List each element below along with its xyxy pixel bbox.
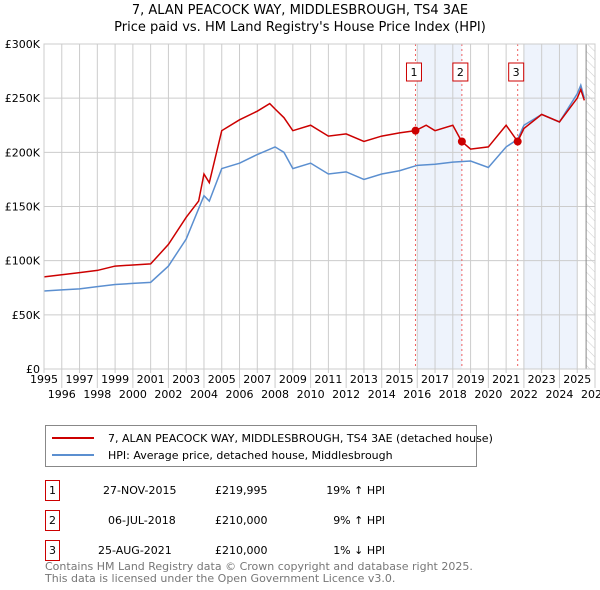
series-line	[43, 82, 586, 292]
x-tick-label: 2016	[403, 388, 431, 401]
x-tick-label: 2011	[314, 373, 342, 386]
x-tick-label: 2008	[261, 388, 289, 401]
sale-hpi-diff: 19% ↑ HPI	[326, 484, 385, 497]
sale-point	[513, 137, 522, 146]
x-tick-label: 2002	[154, 388, 182, 401]
sale-number-box: 2	[45, 510, 60, 531]
x-tick-label: 2009	[279, 373, 307, 386]
sale-price: £210,000	[215, 544, 268, 557]
legend-item-hpi: HPI: Average price, detached house, Midd…	[46, 447, 393, 463]
x-tick-label: 2025	[563, 373, 591, 386]
chart-title: 7, ALAN PEACOCK WAY, MIDDLESBROUGH, TS4 …	[131, 3, 469, 18]
sale-label-box	[452, 62, 469, 82]
x-tick-label: 2020	[474, 388, 502, 401]
x-tick-label: 1998	[83, 388, 111, 401]
sale-date: 06-JUL-2018	[108, 514, 176, 527]
x-tick-label: 2014	[368, 388, 396, 401]
plot-frame	[43, 43, 596, 370]
sale-date: 25-AUG-2021	[98, 544, 172, 557]
y-tick-label: £300K	[5, 38, 41, 51]
footer: Contains HM Land Registry data © Crown c…	[45, 561, 473, 585]
x-tick-label: 2026	[581, 388, 600, 401]
x-tick-label: 2006	[226, 388, 254, 401]
sale-row: 2 06-JUL-2018 £210,000 9% ↑ HPI	[45, 510, 465, 534]
legend-label: 7, ALAN PEACOCK WAY, MIDDLESBROUGH, TS4 …	[108, 431, 493, 445]
x-tick-label: 2015	[385, 373, 413, 386]
x-tick-label: 2024	[545, 388, 573, 401]
x-tick-label: 2003	[172, 373, 200, 386]
x-tick-label: 2021	[492, 373, 520, 386]
x-tick-label: 2000	[119, 388, 147, 401]
legend-swatch-blue	[52, 454, 94, 456]
y-tick-label: £250K	[5, 92, 41, 105]
sale-label: 1	[410, 66, 417, 79]
x-tick-label: 1997	[66, 373, 94, 386]
x-tick-label: 2013	[350, 373, 378, 386]
sale-label: 3	[513, 66, 520, 79]
sale-label-box	[508, 62, 525, 82]
series-line	[43, 87, 586, 278]
x-tick-label: 1996	[48, 388, 76, 401]
legend-swatch-red	[52, 437, 94, 439]
y-tick-label: £50K	[12, 309, 41, 322]
sale-label: 2	[457, 66, 464, 79]
x-tick-label: 1995	[30, 373, 58, 386]
x-tick-label: 2007	[243, 373, 271, 386]
x-tick-label: 2004	[190, 388, 218, 401]
x-tick-label: 2010	[297, 388, 325, 401]
sale-number-box: 3	[45, 540, 60, 561]
x-tick-label: 2022	[510, 388, 538, 401]
y-tick-label: £200K	[5, 146, 41, 159]
x-tick-label: 2001	[137, 373, 165, 386]
sale-number-box: 1	[45, 480, 60, 501]
x-tick-label: 1999	[101, 373, 129, 386]
x-tick-label: 2019	[457, 373, 485, 386]
y-tick-label: £150K	[5, 201, 41, 214]
sale-point	[411, 126, 420, 135]
x-tick-label: 2018	[439, 388, 467, 401]
sale-price: £210,000	[215, 514, 268, 527]
sale-hpi-diff: 9% ↑ HPI	[333, 514, 385, 527]
x-tick-label: 2023	[528, 373, 556, 386]
legend-item-property: 7, ALAN PEACOCK WAY, MIDDLESBROUGH, TS4 …	[46, 430, 493, 446]
price-chart: 1995 1996 1997 1998 1999 2000 2001 2002 2003 2004…	[5, 38, 600, 401]
x-tick-label: 2012	[332, 388, 360, 401]
sale-label-box	[405, 62, 422, 82]
sale-row: 1 27-NOV-2015 £219,995 19% ↑ HPI	[45, 480, 465, 504]
footer-line: Contains HM Land Registry data © Crown c…	[45, 560, 473, 573]
y-tick-label: £100K	[5, 255, 41, 268]
sale-price: £219,995	[215, 484, 268, 497]
legend-label: HPI: Average price, detached house, Midd…	[108, 448, 393, 462]
chart-subtitle: Price paid vs. HM Land Registry's House …	[114, 20, 486, 35]
footer-line: This data is licensed under the Open Gov…	[45, 572, 396, 585]
y-tick-label: £0	[26, 363, 40, 376]
x-tick-label: 2017	[421, 373, 449, 386]
legend: 7, ALAN PEACOCK WAY, MIDDLESBROUGH, TS4 …	[45, 425, 493, 467]
x-tick-label: 2005	[208, 373, 236, 386]
sale-row: 3 25-AUG-2021 £210,000 1% ↓ HPI	[45, 540, 465, 564]
sale-date: 27-NOV-2015	[103, 484, 177, 497]
sale-hpi-diff: 1% ↓ HPI	[333, 544, 385, 557]
sale-point	[457, 137, 466, 146]
